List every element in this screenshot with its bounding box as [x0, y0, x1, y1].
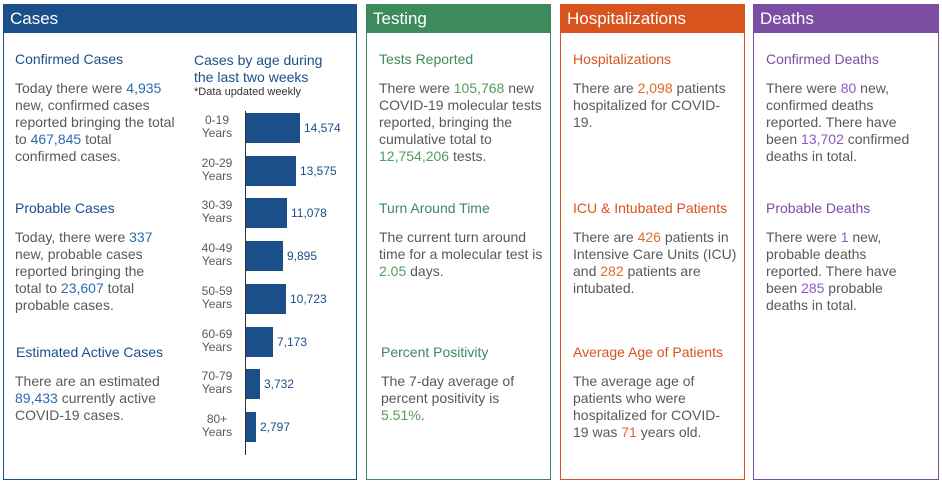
hospitalized-count: 2,098: [637, 80, 673, 96]
tests-new-count: 105,768: [453, 80, 505, 96]
age-label-7: 80+ Years: [201, 411, 233, 439]
confirmed-deaths-new: 80: [840, 80, 857, 96]
age-chart-title-line1: Cases by age during: [194, 52, 323, 68]
probable-deaths-text: There were 1 new, probable deaths report…: [766, 229, 897, 313]
turnaround-days: 2.05: [379, 263, 407, 279]
age-bar-3: [246, 241, 283, 272]
confirmed-deaths-total: 13,702: [801, 131, 844, 147]
age-label-6: 70-79 Years: [201, 369, 233, 397]
age-bar-2: [246, 198, 287, 229]
confirmed-deaths-text: There were 80 new, confirmed deaths repo…: [766, 80, 910, 164]
hospitalizations-header: Hospitalizations: [561, 5, 744, 33]
age-bar-value-0: 14,574: [304, 121, 341, 135]
age-chart-title-line2: the last two weeks: [194, 69, 309, 85]
age-chart-axis: [245, 111, 246, 455]
age-label-0: 0-19 Years: [201, 113, 233, 140]
age-bar-1: [246, 155, 296, 186]
deaths-header: Deaths: [754, 5, 938, 33]
age-bar-5: [246, 326, 273, 357]
active-cases-text: There are an estimated 89,433 currently …: [15, 373, 160, 423]
icu-heading: ICU & Intubated Patients: [573, 200, 728, 216]
confirmed-new-count: 4,935: [126, 80, 162, 96]
probable-deaths-new: 1: [840, 229, 849, 245]
intubated-count: 282: [600, 263, 624, 279]
turnaround-text: The current turn around time for a molec…: [379, 229, 543, 279]
hospitalizations-heading: Hospitalizations: [573, 51, 672, 67]
age-bar-6: [246, 369, 260, 400]
average-age-text: The average age of patients who were hos…: [573, 373, 721, 440]
age-bar-value-5: 7,173: [277, 334, 308, 349]
age-bar-value-4: 10,723: [290, 291, 327, 306]
confirmed-deaths-heading: Confirmed Deaths: [766, 51, 879, 67]
hospitalizations-panel: Hospitalizations Hospitalizations There …: [560, 4, 745, 480]
turnaround-heading: Turn Around Time: [379, 200, 490, 216]
tests-total: 12,754,206: [379, 148, 450, 164]
confirmed-total: 467,845: [30, 131, 82, 147]
confirmed-cases-text: Today there were 4,935 new, confirmed ca…: [15, 80, 175, 164]
average-age-value: 71: [621, 424, 637, 440]
age-bar-value-7: 2,797: [260, 419, 291, 434]
age-bar-value-1: 13,575: [300, 163, 337, 178]
age-bar-value-2: 11,078: [291, 206, 327, 221]
icu-text: There are 426 patients in Intensive Care…: [573, 229, 737, 296]
positivity-pct: 5.51%: [381, 407, 421, 423]
age-label-1: 20-29 Years: [201, 155, 233, 183]
age-bar-7: [246, 411, 256, 442]
age-label-5: 60-69 Years: [201, 326, 233, 354]
age-label-2: 30-39 Years: [201, 198, 233, 226]
positivity-heading: Percent Positivity: [381, 344, 489, 360]
icu-count: 426: [637, 229, 661, 245]
age-label-3: 40-49 Years: [201, 241, 233, 269]
testing-header: Testing: [367, 5, 550, 33]
probable-new-count: 337: [129, 229, 153, 245]
age-bar-0: [246, 113, 300, 143]
age-label-4: 50-59 Years: [201, 283, 233, 311]
active-count: 89,433: [15, 390, 58, 406]
age-chart-note: *Data updated weekly: [194, 86, 302, 98]
deaths-panel: Deaths Confirmed Deaths There were 80 ne…: [753, 4, 939, 480]
age-bar-value-3: 9,895: [287, 249, 318, 264]
probable-total: 23,607: [60, 280, 104, 296]
cases-panel: Cases Confirmed Cases Today there were 4…: [3, 4, 357, 480]
tests-reported-heading: Tests Reported: [379, 51, 474, 67]
probable-deaths-heading: Probable Deaths: [766, 200, 871, 216]
hospitalizations-text: There are 2,098 patients hospitalized fo…: [573, 80, 726, 130]
probable-deaths-total: 285: [801, 280, 825, 296]
positivity-text: The 7-day average of percent positivity …: [381, 373, 515, 423]
active-cases-heading: Estimated Active Cases: [16, 344, 164, 360]
confirmed-cases-heading: Confirmed Cases: [15, 51, 124, 67]
age-bar-value-6: 3,732: [264, 377, 295, 392]
probable-cases-text: Today, there were 337 new, probable case…: [15, 229, 153, 313]
average-age-heading: Average Age of Patients: [573, 344, 723, 360]
testing-panel: Testing Tests Reported There were 105,76…: [366, 4, 551, 480]
cases-header: Cases: [4, 5, 356, 33]
age-bar-4: [246, 283, 286, 314]
probable-cases-heading: Probable Cases: [15, 200, 115, 216]
tests-reported-text: There were 105,768 new COVID-19 molecula…: [379, 80, 542, 164]
